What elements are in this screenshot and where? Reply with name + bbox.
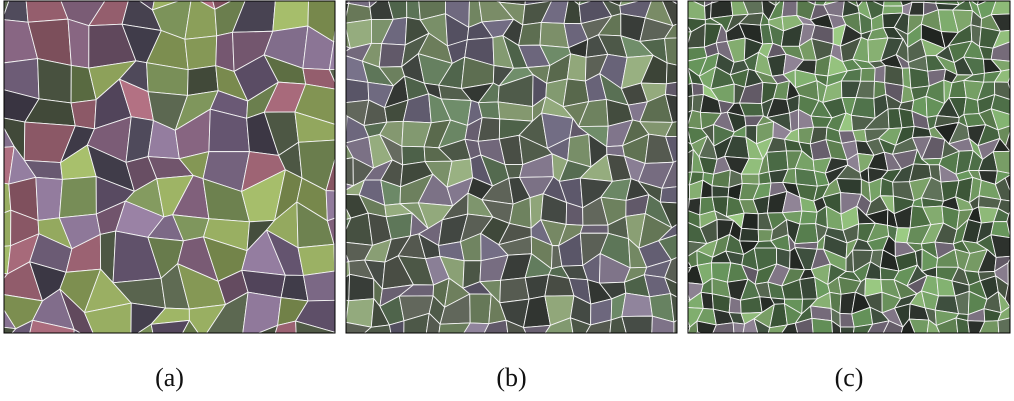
panel-label: (b) [496, 363, 526, 392]
segment-cell [741, 174, 759, 184]
segment-cell [740, 228, 759, 241]
segment-cell [407, 0, 421, 20]
segment-cell [851, 98, 875, 119]
image-panel [0, 0, 374, 371]
segment-cell [303, 271, 343, 301]
segment-cell [339, 79, 369, 103]
segment-cell [812, 318, 833, 338]
segment-cell [59, 177, 96, 218]
segment-cell [622, 316, 653, 347]
segment-cell [741, 297, 763, 314]
segment-cell [651, 316, 674, 347]
segment-cell [379, 44, 405, 68]
segment-cell [0, 20, 2, 65]
segment-cell [68, 19, 89, 68]
segment-cell [692, 83, 703, 95]
image-panel [668, 0, 1014, 342]
segment-cell [964, 97, 979, 114]
segment-cell [523, 325, 550, 345]
segment-cell [470, 294, 491, 324]
segment-cell [216, 32, 234, 71]
panel-label: (a) [155, 363, 184, 392]
segment-cell [729, 297, 741, 313]
segment-cell [741, 213, 758, 230]
figure: (a) (b) (c) [0, 0, 1014, 401]
segment-cell [790, 110, 799, 132]
segment-cell [861, 68, 876, 81]
segment-cell [72, 330, 97, 371]
segment-cell [837, 179, 862, 195]
segment-cell [671, 294, 690, 322]
segment-cell [666, 63, 689, 84]
segment-cell [298, 244, 335, 275]
segment-cell [767, 151, 788, 172]
segment-cell [478, 118, 500, 142]
segment-cell [622, 293, 653, 316]
segment-cell [349, 274, 374, 300]
segment-cell [38, 59, 72, 103]
segment-cell [909, 2, 924, 15]
segment-cell [151, 320, 189, 359]
segment-cell [758, 230, 772, 242]
segment-cell [909, 68, 929, 88]
segment-cell [500, 278, 529, 303]
segment-cell [36, 177, 63, 220]
segment-cell [998, 318, 1014, 337]
segment-cell [344, 322, 371, 346]
segment-cell [0, 210, 11, 249]
segment-cell [701, 292, 713, 309]
page: (a)(b)(c) (() => { const data = JSON.par… [0, 0, 1014, 401]
segment-cell [678, 0, 683, 18]
segment-cell [782, 0, 797, 17]
segment-cell [567, 54, 586, 81]
segment-cell [580, 225, 608, 233]
segment-cell [386, 213, 412, 239]
segment-cell [874, 65, 885, 82]
panel-label: (c) [835, 363, 864, 392]
segment-cell [185, 36, 217, 70]
segment-cell [712, 186, 729, 197]
segment-cell [203, 339, 252, 365]
segment-cell [800, 211, 817, 224]
segment-cell [478, 102, 499, 119]
image-panel [319, 0, 693, 347]
segment-cell [956, 318, 969, 334]
segment-cell [949, 80, 966, 97]
segment-cell [71, 100, 96, 129]
segment-cell [94, 338, 131, 371]
segment-cell [840, 327, 854, 340]
